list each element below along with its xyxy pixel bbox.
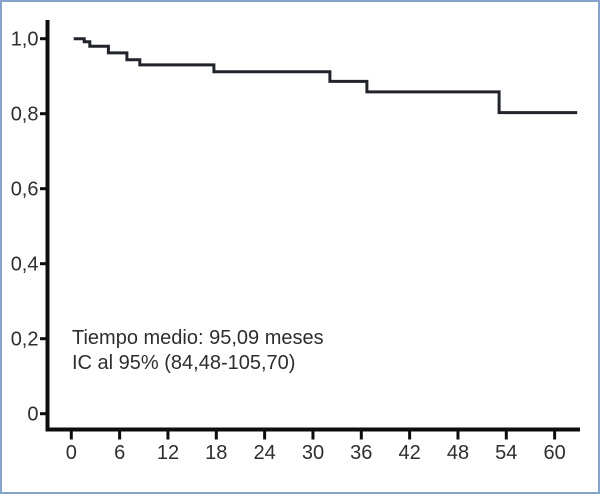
- y-tick-label: 0,6: [11, 179, 39, 201]
- survival-curve-group: [73, 37, 578, 115]
- x-tick: [69, 431, 73, 440]
- x-tick: [263, 431, 267, 440]
- x-tick: [359, 431, 363, 440]
- y-tick: [40, 412, 46, 416]
- x-tick: [166, 431, 170, 440]
- x-tick: [118, 431, 122, 440]
- x-tick-label: 6: [114, 442, 125, 464]
- x-tick: [553, 431, 557, 440]
- annotation-mean-time: Tiempo medio: 95,09 meses: [72, 327, 324, 349]
- x-tick: [456, 431, 460, 440]
- y-tick: [40, 262, 46, 266]
- x-tick: [504, 431, 508, 440]
- x-tick: [214, 431, 218, 440]
- y-tick-label: 1,0: [11, 29, 39, 51]
- y-tick-label: 0,4: [11, 254, 39, 276]
- axes: 0 0,2 0,4 0,6 0,8 1,0 0 6 12 18 24 30 36 42 48 54 60: [11, 20, 580, 464]
- x-tick-label: 54: [495, 442, 517, 464]
- x-tick-label: 60: [544, 442, 566, 464]
- x-tick-label: 30: [302, 442, 324, 464]
- x-tick-label: 0: [66, 442, 77, 464]
- y-axis-line: [45, 20, 50, 432]
- x-tick-label: 36: [350, 442, 372, 464]
- y-tick-label: 0: [27, 404, 38, 426]
- x-tick: [408, 431, 412, 440]
- y-tick-label: 0,8: [11, 104, 39, 126]
- x-tick-label: 48: [447, 442, 469, 464]
- annotation-confidence-interval: IC al 95% (84,48-105,70): [72, 352, 296, 374]
- annotation-block: Tiempo medio: 95,09 meses IC al 95% (84,…: [72, 326, 324, 376]
- y-tick: [40, 187, 46, 191]
- x-axis-line: [45, 427, 580, 432]
- x-tick-label: 18: [205, 442, 227, 464]
- y-tick: [40, 37, 46, 41]
- y-tick: [40, 337, 46, 341]
- y-tick-label: 0,2: [11, 329, 39, 351]
- x-tick: [311, 431, 315, 440]
- survival-curve: [73, 37, 578, 115]
- x-tick-label: 12: [157, 442, 179, 464]
- y-tick: [40, 112, 46, 116]
- x-tick-label: 24: [254, 442, 276, 464]
- x-tick-label: 42: [399, 442, 421, 464]
